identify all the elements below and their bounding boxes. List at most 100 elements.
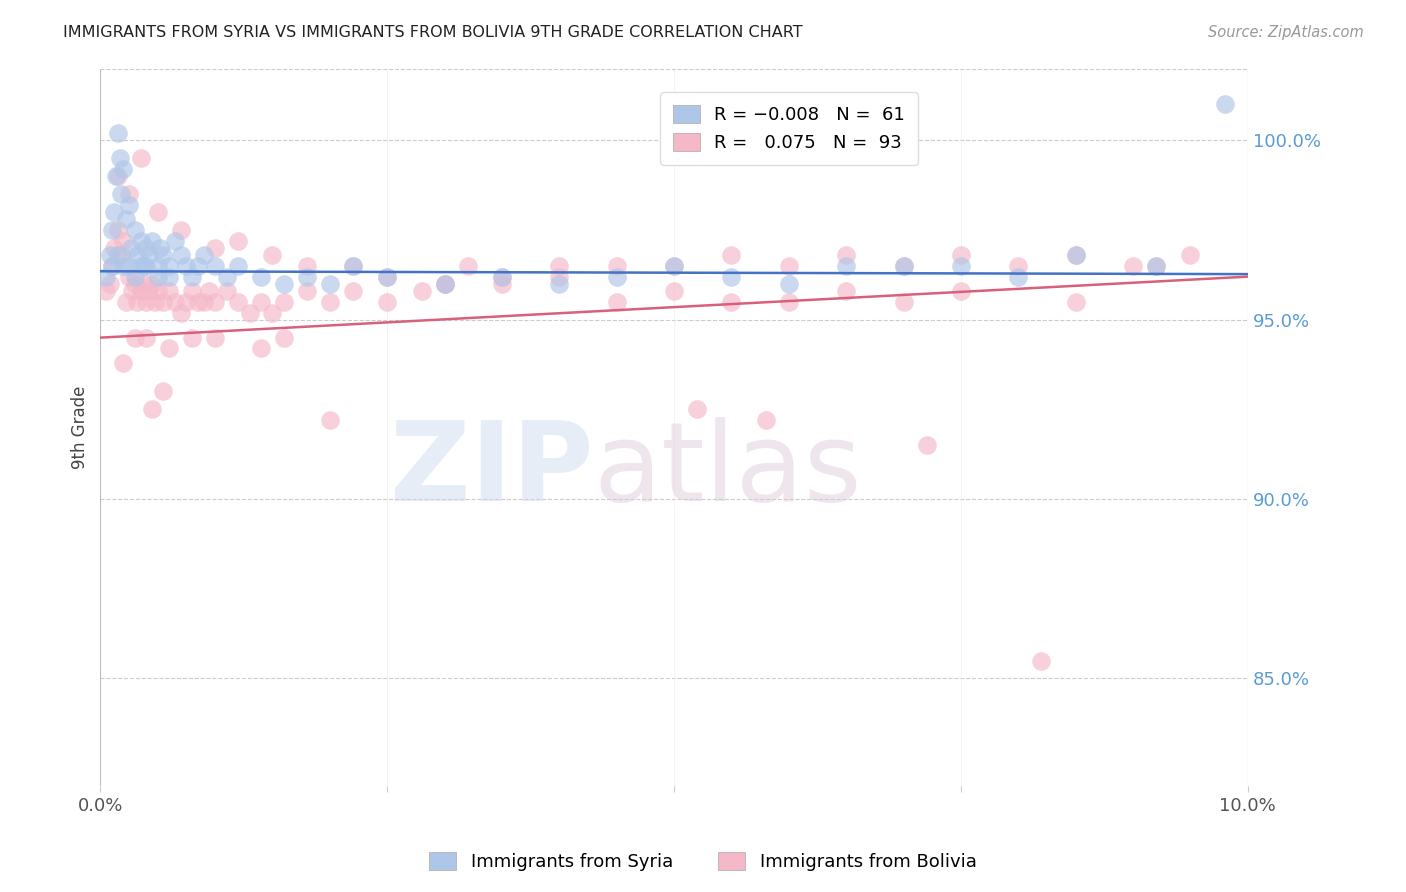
Point — [110, 248, 132, 262]
Point — [686, 402, 709, 417]
Point — [157, 342, 180, 356]
Text: ZIP: ZIP — [391, 417, 593, 524]
Point — [1122, 259, 1144, 273]
Point — [112, 161, 135, 176]
Point — [138, 248, 160, 262]
Point — [411, 284, 433, 298]
Point — [157, 269, 180, 284]
Point — [112, 234, 135, 248]
Point — [1064, 248, 1087, 262]
Point — [152, 294, 174, 309]
Point — [163, 294, 186, 309]
Point — [129, 259, 152, 273]
Point — [295, 269, 318, 284]
Point — [176, 294, 198, 309]
Point — [152, 384, 174, 399]
Point — [662, 284, 685, 298]
Point — [135, 331, 157, 345]
Point — [949, 259, 972, 273]
Point — [135, 294, 157, 309]
Point — [193, 294, 215, 309]
Point — [342, 259, 364, 273]
Point — [141, 234, 163, 248]
Point — [101, 223, 124, 237]
Point — [146, 205, 169, 219]
Point — [1007, 269, 1029, 284]
Point — [193, 248, 215, 262]
Point — [176, 259, 198, 273]
Point — [118, 198, 141, 212]
Point — [108, 151, 131, 165]
Point — [103, 205, 125, 219]
Point — [157, 259, 180, 273]
Point — [135, 259, 157, 273]
Point — [491, 269, 513, 284]
Point — [181, 269, 204, 284]
Point — [433, 277, 456, 291]
Point — [548, 259, 571, 273]
Point — [295, 284, 318, 298]
Point — [118, 187, 141, 202]
Point — [375, 269, 398, 284]
Point — [149, 241, 172, 255]
Point — [778, 294, 800, 309]
Point — [457, 259, 479, 273]
Point — [125, 294, 148, 309]
Point — [1144, 259, 1167, 273]
Point — [141, 402, 163, 417]
Point — [138, 284, 160, 298]
Point — [342, 284, 364, 298]
Point — [187, 259, 209, 273]
Point — [152, 248, 174, 262]
Point — [146, 269, 169, 284]
Point — [114, 212, 136, 227]
Point — [226, 234, 249, 248]
Point — [157, 284, 180, 298]
Point — [319, 413, 342, 427]
Point — [103, 241, 125, 255]
Point — [778, 277, 800, 291]
Point — [145, 294, 167, 309]
Point — [112, 356, 135, 370]
Point — [893, 294, 915, 309]
Point — [949, 248, 972, 262]
Point — [101, 259, 124, 273]
Point — [720, 269, 742, 284]
Point — [181, 284, 204, 298]
Point — [949, 284, 972, 298]
Point — [662, 259, 685, 273]
Point — [375, 269, 398, 284]
Point — [204, 331, 226, 345]
Point — [187, 294, 209, 309]
Point — [94, 284, 117, 298]
Point — [1007, 259, 1029, 273]
Point — [114, 294, 136, 309]
Point — [120, 241, 142, 255]
Legend: R = −0.008   N =  61, R =   0.075   N =  93: R = −0.008 N = 61, R = 0.075 N = 93 — [659, 92, 918, 165]
Point — [118, 259, 141, 273]
Point — [548, 277, 571, 291]
Point — [835, 284, 858, 298]
Point — [720, 294, 742, 309]
Point — [129, 151, 152, 165]
Point — [1064, 294, 1087, 309]
Point — [98, 277, 121, 291]
Point — [124, 277, 146, 291]
Point — [215, 269, 238, 284]
Point — [132, 259, 155, 273]
Point — [262, 305, 284, 319]
Point — [125, 248, 148, 262]
Point — [170, 305, 193, 319]
Legend: Immigrants from Syria, Immigrants from Bolivia: Immigrants from Syria, Immigrants from B… — [422, 845, 984, 879]
Point — [112, 259, 135, 273]
Point — [107, 126, 129, 140]
Point — [129, 234, 152, 248]
Point — [146, 259, 169, 273]
Point — [755, 413, 778, 427]
Point — [98, 248, 121, 262]
Text: atlas: atlas — [593, 417, 862, 524]
Text: IMMIGRANTS FROM SYRIA VS IMMIGRANTS FROM BOLIVIA 9TH GRADE CORRELATION CHART: IMMIGRANTS FROM SYRIA VS IMMIGRANTS FROM… — [63, 25, 803, 40]
Point — [893, 259, 915, 273]
Point — [250, 269, 273, 284]
Point — [107, 223, 129, 237]
